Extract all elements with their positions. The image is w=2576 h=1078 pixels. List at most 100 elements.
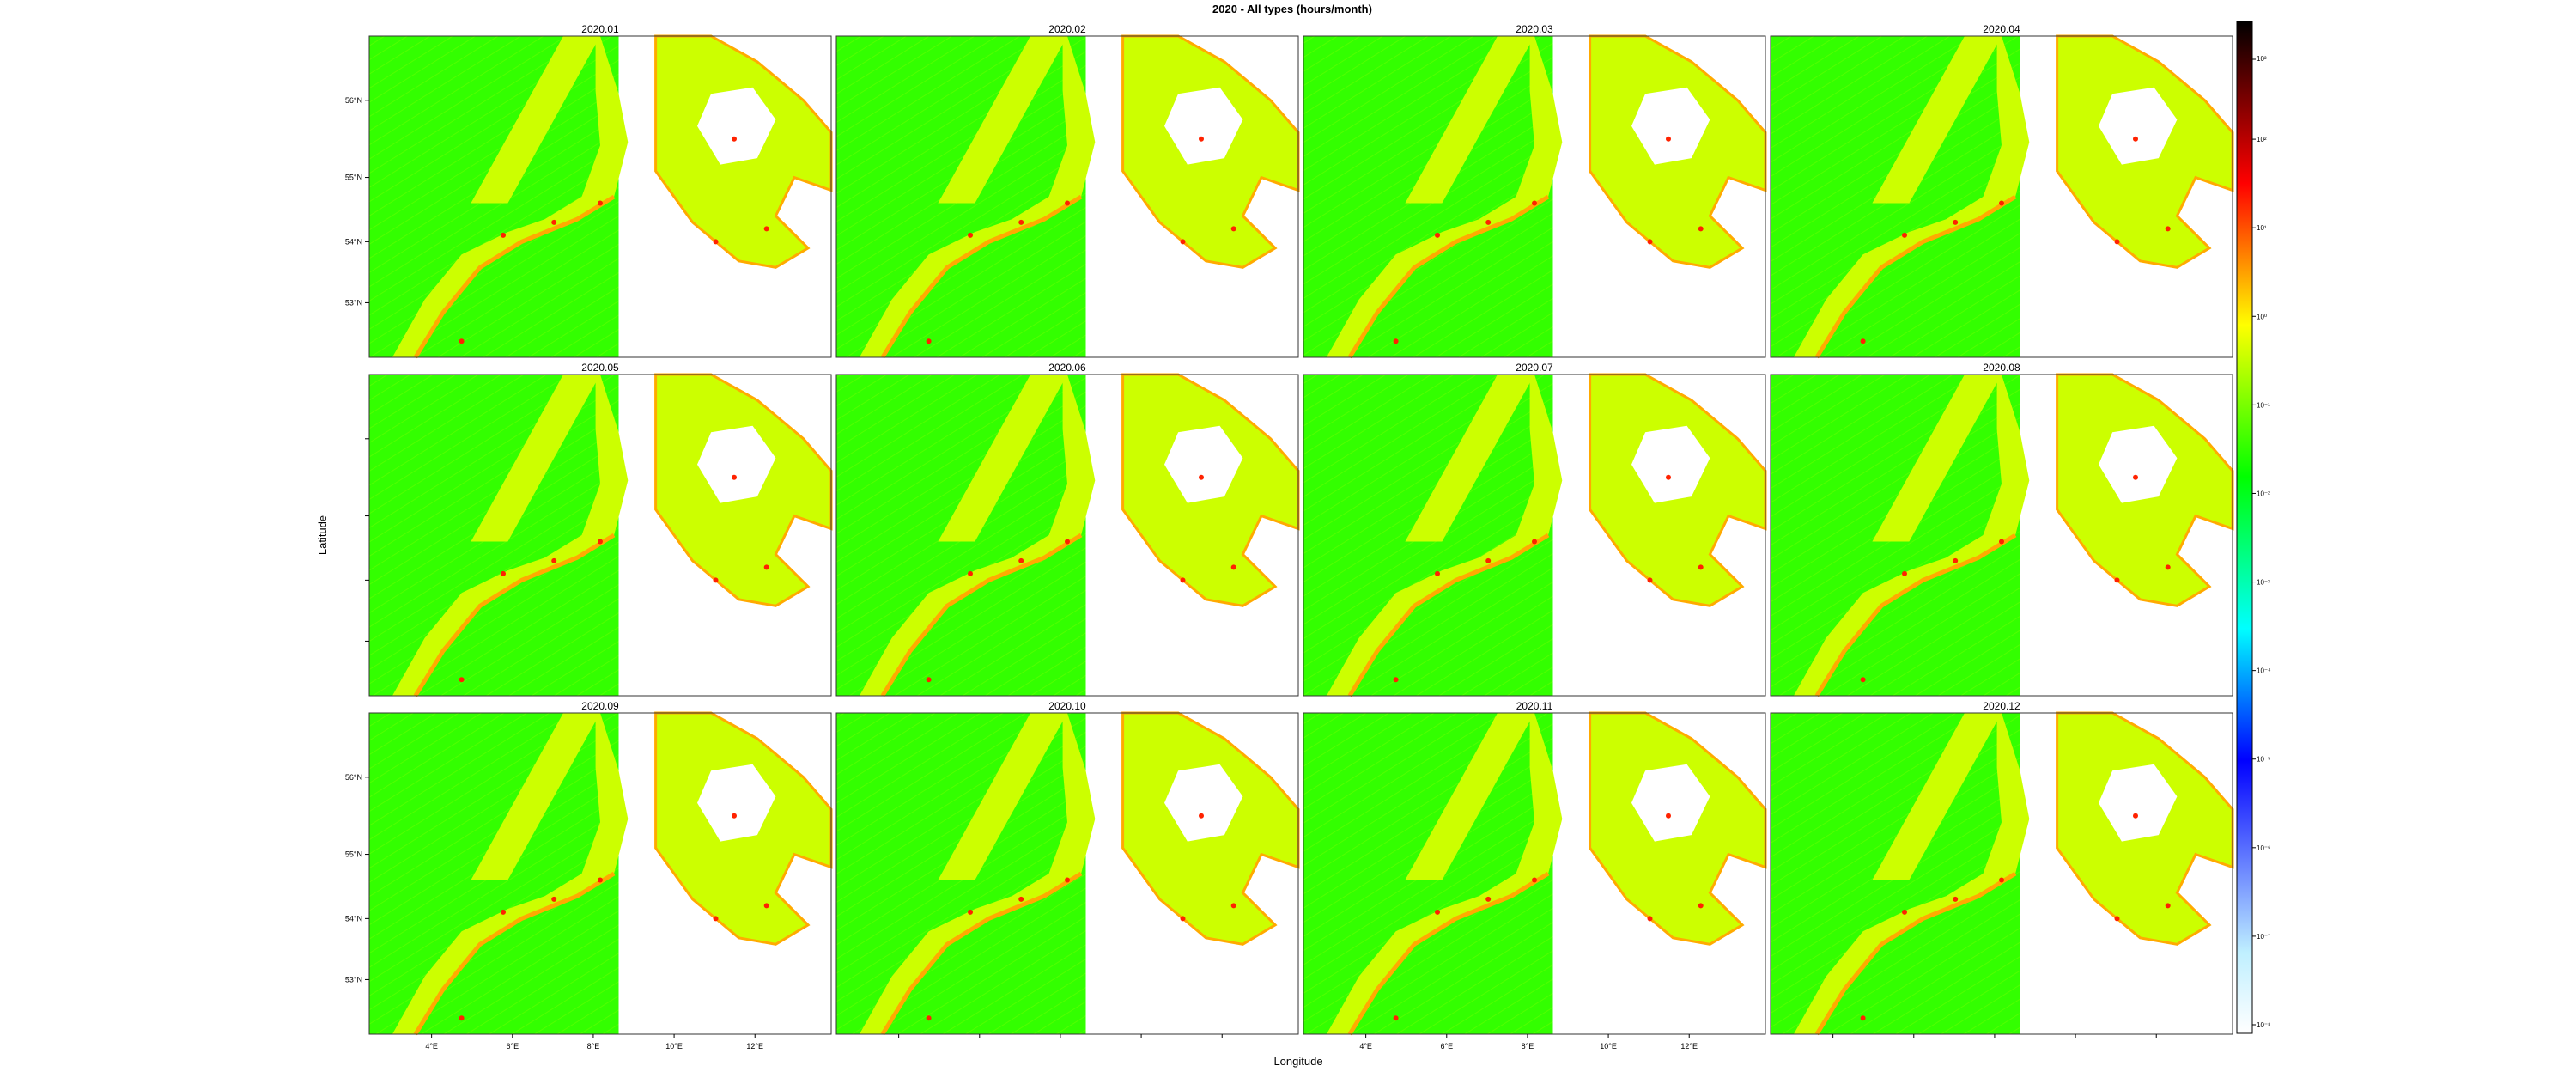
shipping-corridor xyxy=(1872,36,2002,204)
traffic-hotspot xyxy=(763,564,769,570)
traffic-hotspot xyxy=(1953,219,1959,225)
traffic-hotspot xyxy=(968,909,973,915)
traffic-hotspot xyxy=(551,557,557,563)
traffic-hotspot xyxy=(2165,903,2171,909)
coastal-traffic-west xyxy=(1793,375,2030,696)
traffic-hotspot xyxy=(732,813,737,819)
shipping-corridor xyxy=(1405,375,1534,542)
traffic-hotspot xyxy=(1532,877,1537,883)
traffic-hotspot xyxy=(501,909,506,915)
traffic-hotspot xyxy=(968,232,973,238)
colorbar-tick-label: 10⁻⁵ xyxy=(2257,756,2270,764)
lon-tick-label: 6°E xyxy=(506,1042,519,1051)
traffic-hotspot xyxy=(926,677,932,683)
traffic-hotspot xyxy=(1393,677,1399,683)
traffic-hotspot xyxy=(2165,226,2171,232)
colorbar-ramp xyxy=(2236,21,2253,1034)
lon-tick-label: 12°E xyxy=(746,1042,763,1051)
inland-water xyxy=(1164,764,1243,842)
traffic-hotspot xyxy=(2114,577,2120,583)
traffic-hotspot xyxy=(763,903,769,909)
traffic-hotspot xyxy=(1953,896,1959,902)
map-panels: 2020.01 53°N 54°N 55°N 56°N 2020.02 2020.03 202… xyxy=(345,23,2234,1051)
panel-frame xyxy=(1303,374,1766,697)
traffic-hotspot xyxy=(1018,557,1024,563)
inland-water xyxy=(2099,764,2178,842)
traffic-hotspot xyxy=(1485,219,1492,225)
y-axis-label: Latitude xyxy=(316,515,329,555)
inland-water xyxy=(2099,425,2178,503)
colorbar-tick-label: 10⁻⁶ xyxy=(2257,844,2270,852)
coastal-traffic-west xyxy=(392,375,629,696)
lat-tick-label: 54°N xyxy=(345,914,362,923)
traffic-hotspot xyxy=(1485,896,1492,902)
shipping-corridor xyxy=(1872,713,2002,880)
lon-tick-label: 6°E xyxy=(1440,1042,1453,1051)
traffic-hotspot xyxy=(1180,239,1186,245)
traffic-hotspot xyxy=(1435,909,1440,915)
traffic-hotspot xyxy=(1860,338,1866,344)
coastal-traffic-west xyxy=(1793,713,2030,1034)
panel-title: 2020.04 xyxy=(1983,23,2020,35)
shipping-corridor xyxy=(471,375,600,542)
coastal-traffic-west xyxy=(859,375,1096,696)
traffic-hotspot xyxy=(1532,200,1537,206)
traffic-hotspot xyxy=(598,877,603,883)
panel-title: 2020.05 xyxy=(581,362,619,374)
lon-tick-label: 4°E xyxy=(425,1042,438,1051)
traffic-hotspot xyxy=(1199,813,1204,819)
traffic-hotspot xyxy=(2165,564,2171,570)
traffic-hotspot xyxy=(763,226,769,232)
traffic-hotspot xyxy=(1666,474,1671,480)
x-axis-label: Longitude xyxy=(1273,1055,1322,1068)
coastal-traffic-west xyxy=(859,713,1096,1034)
traffic-hotspot xyxy=(1698,903,1704,909)
traffic-hotspot xyxy=(968,570,973,576)
colorbar-tick-label: 10⁻⁸ xyxy=(2257,1021,2271,1029)
traffic-hotspot xyxy=(1230,903,1236,909)
traffic-hotspot xyxy=(1902,570,1907,576)
lon-tick-label: 8°E xyxy=(587,1042,600,1051)
inland-water xyxy=(1164,87,1243,165)
map-panel: 2020.10 xyxy=(835,700,1300,1038)
traffic-hotspot xyxy=(1953,557,1959,563)
traffic-hotspot xyxy=(1065,539,1070,545)
traffic-hotspot xyxy=(2133,813,2138,819)
traffic-hotspot xyxy=(1647,916,1653,922)
traffic-hotspot xyxy=(2133,474,2138,480)
inland-water xyxy=(1631,87,1710,165)
shipping-corridor xyxy=(1405,36,1534,204)
lon-tick-label: 12°E xyxy=(1680,1042,1698,1051)
inland-water xyxy=(697,87,776,165)
traffic-hotspot xyxy=(1018,896,1024,902)
traffic-hotspot xyxy=(1860,1015,1866,1021)
coastal-hotspot-line xyxy=(1814,194,2017,359)
coastal-hotspot-line xyxy=(413,533,616,697)
panel-frame xyxy=(835,374,1299,697)
traffic-hotspot xyxy=(1393,1015,1399,1021)
coastal-traffic-west xyxy=(1326,375,1563,696)
map-panel: 2020.06 xyxy=(835,362,1300,697)
panel-frame xyxy=(1303,35,1766,358)
traffic-hotspot xyxy=(598,539,603,545)
map-panel: 2020.12 xyxy=(1770,700,2234,1038)
traffic-hotspot xyxy=(713,239,719,245)
panel-title: 2020.01 xyxy=(581,23,619,35)
traffic-hotspot xyxy=(1647,239,1653,245)
traffic-hotspot xyxy=(1018,219,1024,225)
shipping-corridor xyxy=(938,36,1067,204)
shipping-corridor xyxy=(938,375,1067,542)
coastal-traffic-west xyxy=(392,713,629,1034)
traffic-hotspot xyxy=(1230,226,1236,232)
colorbar: 10³ 10⁻⁸ 10⁻⁷ 10⁻⁶ 10⁻⁵ 10⁻⁴ 10⁻³ 10⁻² 10⁻¹ 10⁰ 10… xyxy=(2236,21,2271,1034)
lat-tick-label: 53°N xyxy=(345,975,362,984)
lat-tick-label: 56°N xyxy=(345,773,362,782)
coastal-hotspot-line xyxy=(1347,533,1550,697)
inland-water xyxy=(1631,764,1710,842)
lat-tick-label: 56°N xyxy=(345,96,362,105)
traffic-hotspot xyxy=(1199,474,1204,480)
inland-water xyxy=(697,425,776,503)
traffic-hotspot xyxy=(1180,916,1186,922)
